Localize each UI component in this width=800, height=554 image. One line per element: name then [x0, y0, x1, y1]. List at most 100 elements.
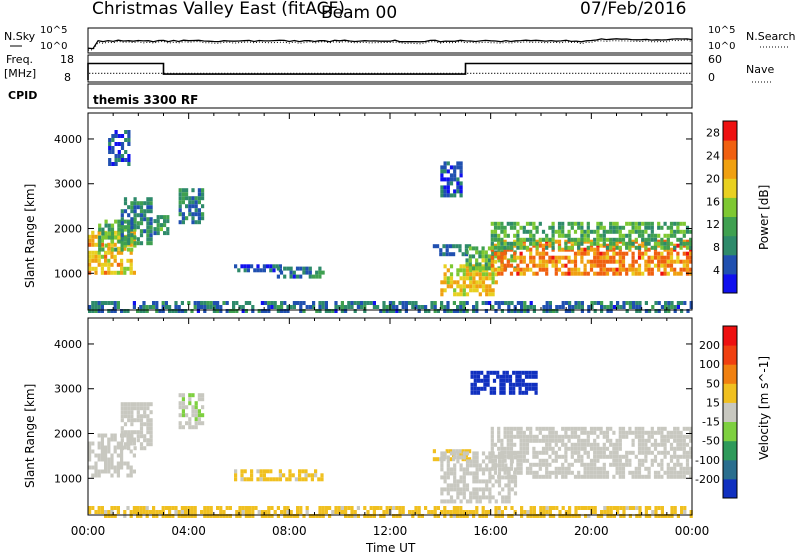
heatmap-cell — [631, 271, 635, 276]
heatmap-cell — [580, 221, 584, 226]
heatmap-cell — [670, 506, 674, 510]
heatmap-cell — [493, 442, 498, 447]
colorbar-frame — [722, 325, 738, 499]
heatmap-cell — [251, 514, 255, 518]
heatmap-cell — [653, 446, 658, 451]
heatmap-cell — [682, 434, 686, 439]
heatmap-cell — [525, 458, 530, 463]
heatmap-cell — [564, 239, 568, 244]
heatmap-cell — [449, 173, 454, 178]
heatmap-cell — [676, 221, 680, 226]
heatmap-cell — [158, 510, 162, 514]
heatmap-cell — [408, 510, 412, 514]
heatmap-cell — [449, 514, 453, 518]
heatmap-cell — [139, 209, 144, 214]
heatmap-cell — [120, 262, 124, 267]
heatmap-cell — [551, 438, 555, 443]
heatmap-cell — [475, 455, 479, 460]
heatmap-cell — [234, 264, 238, 269]
heatmap-cell — [490, 233, 494, 238]
heatmap-cell — [123, 461, 127, 466]
heatmap-cell — [181, 413, 185, 418]
heatmap-cell — [156, 231, 160, 236]
heatmap-cell — [283, 309, 287, 313]
heatmap-cell — [580, 259, 584, 264]
heatmap-cell — [314, 469, 318, 474]
heatmap-cell — [586, 225, 590, 230]
heatmap-cell — [522, 245, 526, 250]
heatmap-cell — [631, 442, 635, 447]
heatmap-cell — [88, 445, 92, 450]
heatmap-cell — [145, 510, 149, 514]
heatmap-cell — [146, 430, 150, 435]
heatmap-cell — [136, 410, 140, 415]
heatmap-cell — [621, 470, 626, 475]
heatmap-cell — [501, 495, 505, 500]
colorbar-tick-label: 24 — [706, 149, 720, 162]
heatmap-cell — [114, 154, 118, 158]
heatmap-cell — [570, 446, 574, 451]
heatmap-cell — [133, 418, 137, 423]
heatmap-cell — [446, 161, 450, 166]
heatmap-cell — [663, 255, 667, 260]
heatmap-cell — [436, 514, 440, 518]
heatmap-cell — [194, 200, 198, 205]
heatmap-cell — [136, 205, 140, 210]
heatmap-cell — [548, 510, 552, 514]
heatmap-cell — [507, 301, 511, 305]
heatmap-cell — [120, 446, 124, 451]
heatmap-cell — [519, 430, 523, 435]
heatmap-cell — [657, 255, 661, 260]
heatmap-cell — [586, 438, 590, 443]
heatmap-cell — [606, 309, 610, 313]
heatmap-cell — [535, 450, 539, 455]
heatmap-cell — [512, 390, 516, 395]
heatmap-cell — [178, 401, 182, 406]
heatmap-cell — [350, 305, 354, 309]
heatmap-cell — [669, 259, 674, 264]
heatmap-cell — [666, 241, 670, 246]
heatmap-cell — [163, 215, 167, 220]
heatmap-cell — [567, 237, 571, 242]
colorbar-swatch — [723, 121, 737, 141]
heatmap-cell — [609, 267, 613, 272]
heatmap-cell — [469, 272, 473, 277]
heatmap-cell — [615, 458, 619, 463]
heatmap-cell — [149, 205, 153, 210]
heatmap-cell — [506, 450, 510, 455]
heatmap-cell — [637, 221, 642, 226]
heatmap-cell — [535, 241, 539, 246]
heatmap-cell — [577, 446, 581, 451]
heatmap-cell — [166, 227, 170, 232]
heatmap-cell — [88, 254, 92, 259]
heatmap-cell — [113, 230, 117, 235]
heatmap-cell — [499, 378, 503, 383]
heatmap-cell — [123, 414, 128, 419]
heatmap-cell — [299, 305, 303, 309]
heatmap-cell — [130, 225, 134, 230]
heatmap-cell — [583, 442, 587, 447]
heatmap-cell — [440, 459, 444, 464]
heatmap-cell — [506, 470, 510, 475]
heatmap-cell — [126, 247, 131, 252]
heatmap-cell — [488, 467, 492, 472]
heatmap-cell — [557, 221, 562, 226]
heatmap-cell — [363, 514, 367, 518]
heatmap-cell — [461, 449, 465, 454]
heatmap-cell — [589, 239, 594, 244]
heatmap-cell — [602, 466, 606, 471]
heatmap-cell — [272, 268, 276, 273]
heatmap-cell — [318, 506, 322, 510]
heatmap-cell — [509, 241, 514, 246]
heatmap-cell — [291, 473, 295, 478]
heatmap-cell — [497, 267, 501, 272]
heatmap-cell — [602, 454, 606, 459]
heatmap-cell — [602, 225, 606, 230]
heatmap-cell — [328, 506, 332, 510]
heatmap-cell — [270, 514, 274, 518]
heatmap-cell — [660, 458, 664, 463]
heatmap-cell — [107, 469, 111, 474]
heatmap-cell — [654, 514, 658, 518]
heatmap-cell — [489, 386, 493, 391]
heatmap-cell — [193, 510, 197, 514]
